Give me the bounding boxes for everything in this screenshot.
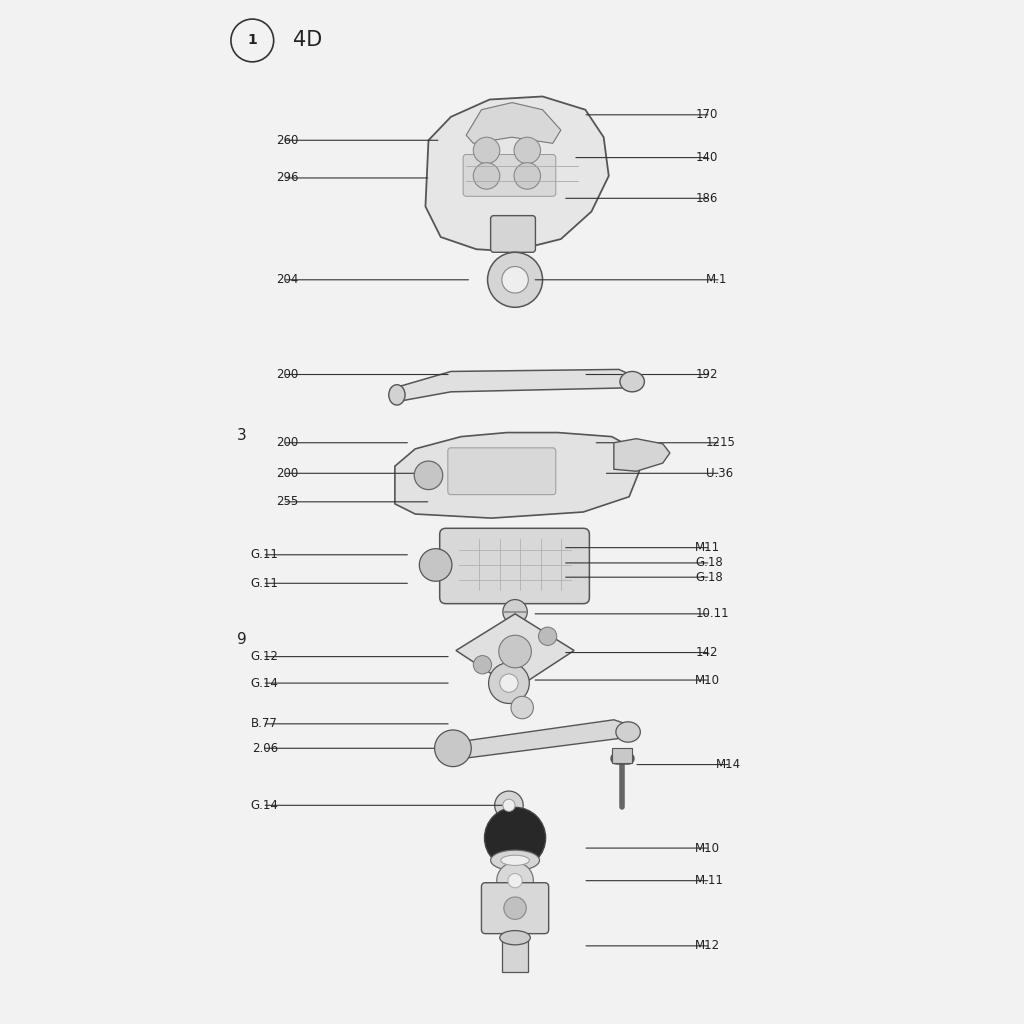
Text: 192: 192 <box>695 368 718 381</box>
Text: 200: 200 <box>275 436 298 450</box>
Polygon shape <box>613 438 670 471</box>
Bar <box>502 940 528 973</box>
Text: G.11: G.11 <box>250 577 278 590</box>
Circle shape <box>415 461 442 489</box>
Bar <box>611 749 632 763</box>
Text: M12: M12 <box>695 939 721 952</box>
Text: M10: M10 <box>695 842 720 855</box>
Text: U.36: U.36 <box>706 467 732 480</box>
Circle shape <box>503 799 515 811</box>
Circle shape <box>473 655 492 674</box>
Circle shape <box>514 137 541 164</box>
Text: M.11: M.11 <box>695 874 724 887</box>
Text: 140: 140 <box>695 152 718 164</box>
FancyBboxPatch shape <box>463 155 556 197</box>
Circle shape <box>511 696 534 719</box>
Text: 3: 3 <box>237 428 247 443</box>
Polygon shape <box>395 432 639 518</box>
Circle shape <box>434 730 471 767</box>
Text: G.14: G.14 <box>250 799 278 812</box>
Text: 170: 170 <box>695 109 718 121</box>
Ellipse shape <box>500 931 530 945</box>
FancyBboxPatch shape <box>490 216 536 252</box>
Circle shape <box>495 792 523 819</box>
FancyBboxPatch shape <box>481 883 549 934</box>
Circle shape <box>508 873 522 888</box>
Polygon shape <box>425 96 608 251</box>
Ellipse shape <box>501 855 529 865</box>
Circle shape <box>473 163 500 189</box>
Polygon shape <box>395 370 632 402</box>
Text: G.14: G.14 <box>250 677 278 689</box>
Text: 142: 142 <box>695 646 718 659</box>
Text: 1: 1 <box>248 34 257 47</box>
Polygon shape <box>466 102 561 143</box>
Text: 4D: 4D <box>293 31 323 50</box>
Text: G.18: G.18 <box>695 556 723 569</box>
Text: G.12: G.12 <box>250 650 278 664</box>
Circle shape <box>503 600 527 624</box>
Circle shape <box>539 627 557 645</box>
Text: 200: 200 <box>275 368 298 381</box>
Text: B.77: B.77 <box>251 718 278 730</box>
Text: 204: 204 <box>275 273 298 287</box>
Circle shape <box>504 897 526 920</box>
Text: 200: 200 <box>275 467 298 480</box>
Text: M14: M14 <box>716 758 740 771</box>
Circle shape <box>473 137 500 164</box>
Polygon shape <box>456 720 632 759</box>
Ellipse shape <box>620 372 644 392</box>
Circle shape <box>419 549 452 582</box>
Text: M10: M10 <box>695 674 720 686</box>
Ellipse shape <box>389 385 406 406</box>
FancyBboxPatch shape <box>439 528 590 604</box>
Circle shape <box>497 862 534 899</box>
Text: 255: 255 <box>275 496 298 508</box>
Text: 186: 186 <box>695 191 718 205</box>
Text: 2.06: 2.06 <box>252 741 278 755</box>
Polygon shape <box>456 613 574 689</box>
Text: M.1: M.1 <box>706 273 727 287</box>
Text: M11: M11 <box>695 541 721 554</box>
Circle shape <box>487 252 543 307</box>
Text: 1215: 1215 <box>706 436 735 450</box>
Circle shape <box>499 635 531 668</box>
Text: 9: 9 <box>237 632 247 647</box>
Circle shape <box>488 663 529 703</box>
Circle shape <box>514 163 541 189</box>
Circle shape <box>502 266 528 293</box>
FancyBboxPatch shape <box>447 447 556 495</box>
Text: G.11: G.11 <box>250 548 278 561</box>
Ellipse shape <box>490 850 540 870</box>
Text: G.18: G.18 <box>695 570 723 584</box>
Circle shape <box>484 807 546 868</box>
Ellipse shape <box>615 722 640 742</box>
Text: 296: 296 <box>275 171 298 184</box>
Text: 10.11: 10.11 <box>695 607 729 621</box>
Text: 260: 260 <box>275 134 298 146</box>
Circle shape <box>500 674 518 692</box>
